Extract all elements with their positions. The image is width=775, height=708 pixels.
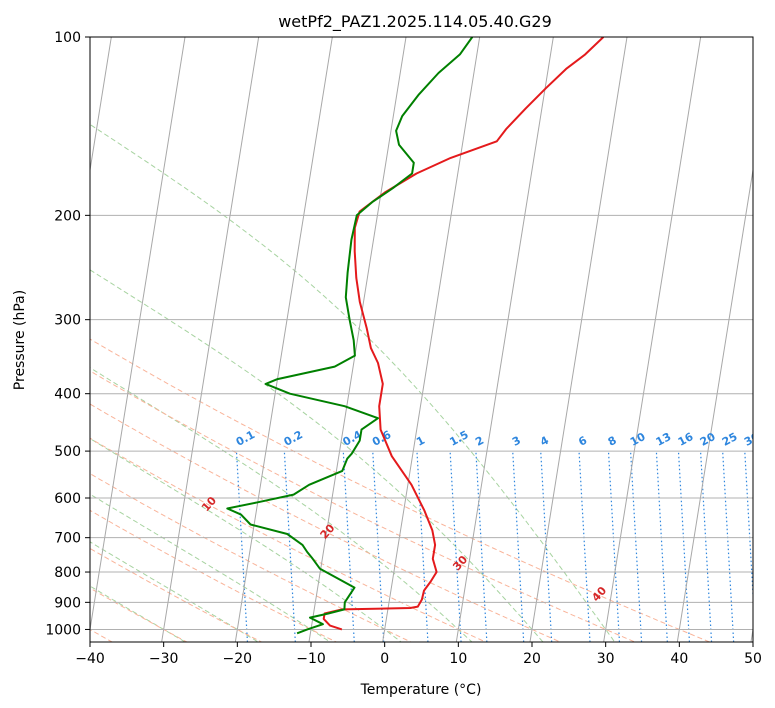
mixing-ratio-line <box>540 451 553 642</box>
profile-series <box>226 37 605 635</box>
x-tick-label: 50 <box>744 651 762 667</box>
dewpoint-profile-line <box>226 37 474 635</box>
mixing-ratio-line <box>475 451 488 642</box>
mixing-ratio-line <box>283 451 296 642</box>
moist-adiabat <box>90 493 332 642</box>
mixing-ratio-line <box>416 451 429 642</box>
y-tick-label: 1000 <box>45 622 81 638</box>
y-axis-label: Pressure (hPa) <box>12 290 28 390</box>
mixing-ratio-label: 30 <box>742 430 762 449</box>
mixing-ratio-line <box>607 451 621 642</box>
mixing-ratio-line <box>655 451 668 642</box>
mixing-ratio-label: 10 <box>628 430 648 449</box>
dry-adiabat <box>90 403 562 642</box>
isotherm <box>161 37 260 642</box>
y-tick-label: 400 <box>54 387 81 403</box>
x-tick-label: 40 <box>670 651 688 667</box>
dry-adiabat-label: 0 <box>75 461 90 476</box>
x-tick-label: −30 <box>149 651 179 667</box>
x-tick-label: 30 <box>597 651 615 667</box>
mixing-ratio-line <box>744 451 753 605</box>
dry-adiabat <box>0 10 58 654</box>
isotherm <box>90 37 186 633</box>
y-tick-label: 600 <box>54 491 81 507</box>
mixing-ratio-line <box>235 451 249 642</box>
isotherm <box>529 37 628 642</box>
x-tick-label: 10 <box>449 651 467 667</box>
dry-adiabat <box>90 587 188 642</box>
isotherm <box>234 37 333 642</box>
moist-adiabat <box>90 585 187 642</box>
mixing-ratio-line <box>449 451 462 642</box>
dry-adiabats <box>0 10 712 654</box>
mixing-ratio-line <box>372 451 385 642</box>
moist-adiabat <box>90 541 260 642</box>
y-tick-label: 100 <box>54 30 81 46</box>
x-tick-label: −10 <box>296 651 326 667</box>
mixing-ratio-line <box>512 451 525 642</box>
mixing-ratio-line <box>629 451 643 642</box>
skewed-isotherms <box>90 37 753 642</box>
isotherm <box>603 37 702 642</box>
y-tick-label: 300 <box>54 313 81 329</box>
isotherm <box>676 166 753 642</box>
mixing-ratio-line <box>677 451 691 642</box>
mixing-ratio-label: 25 <box>720 430 740 449</box>
moist-adiabat <box>90 269 544 642</box>
plot-frame <box>89 36 754 643</box>
mixing-ratio-line <box>342 451 355 642</box>
x-tick-label: 0 <box>380 651 389 667</box>
mixing-ratio-line <box>722 451 735 642</box>
isotherm <box>308 37 407 642</box>
dry-adiabat <box>90 473 413 642</box>
x-axis-label: Temperature (°C) <box>360 682 482 698</box>
dry-adiabat <box>90 437 487 642</box>
x-axis-ticks: −40 −30 −20 −10 0 10 20 30 40 50 <box>75 642 762 667</box>
mixing-ratio-line <box>767 451 775 654</box>
x-tick-label: −20 <box>223 651 253 667</box>
x-tick-label: 20 <box>523 651 541 667</box>
plot-area <box>90 37 753 642</box>
y-tick-label: 500 <box>54 444 81 460</box>
temperature-profile-line <box>322 37 605 631</box>
x-tick-label: −40 <box>75 651 105 667</box>
isotherm <box>455 37 554 642</box>
isotherm <box>90 37 112 174</box>
y-axis-ticks: 1000 900 800 700 600 500 400 300 200 100 <box>45 30 90 638</box>
y-tick-label: 200 <box>54 208 81 224</box>
mixing-ratio-label: 16 <box>676 430 696 449</box>
mixing-ratio-line <box>578 451 591 642</box>
y-tick-label: 700 <box>54 531 81 547</box>
chart-title: wetPf2_PAZ1.2025.114.05.40.G29 <box>278 12 552 32</box>
y-tick-label: 800 <box>54 565 81 581</box>
isotherm <box>382 37 481 642</box>
plot-content: -100-90-80-70-60-50-40-30-20-10010203040… <box>0 10 775 654</box>
dry-adiabat <box>90 370 637 642</box>
mixing-ratio-label: 20 <box>698 430 718 449</box>
y-tick-label: 900 <box>54 595 81 611</box>
isobar-gridlines <box>90 37 753 630</box>
mixing-ratio-label: 36 <box>764 430 775 449</box>
mixing-ratio-label: 13 <box>654 430 674 449</box>
dry-adiabat <box>90 547 263 642</box>
